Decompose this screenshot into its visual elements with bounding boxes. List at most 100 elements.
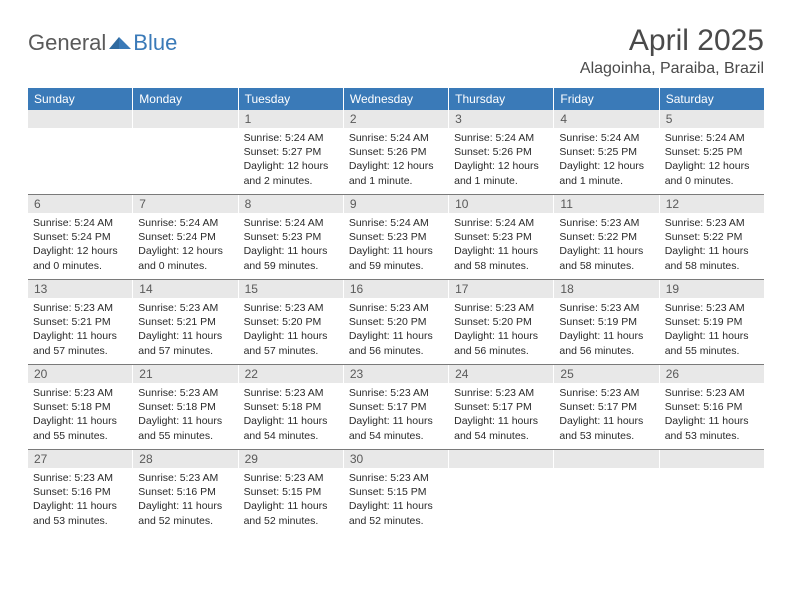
daylight-text: Daylight: 12 hours and 0 minutes. (665, 159, 759, 187)
day-content: Sunrise: 5:23 AMSunset: 5:18 PMDaylight:… (133, 383, 237, 447)
sunset-text: Sunset: 5:26 PM (454, 145, 548, 159)
sunrise-text: Sunrise: 5:24 AM (665, 131, 759, 145)
sunrise-text: Sunrise: 5:24 AM (559, 131, 653, 145)
day-number: 2 (344, 110, 448, 128)
daylight-text: Daylight: 11 hours and 57 minutes. (33, 329, 127, 357)
day-number (133, 110, 237, 128)
calendar: Sunday Monday Tuesday Wednesday Thursday… (28, 88, 764, 534)
header-wednesday: Wednesday (344, 88, 449, 110)
sunset-text: Sunset: 5:16 PM (33, 485, 127, 499)
day-content: Sunrise: 5:23 AMSunset: 5:18 PMDaylight:… (28, 383, 132, 447)
day-content: Sunrise: 5:23 AMSunset: 5:22 PMDaylight:… (554, 213, 658, 277)
day-content: Sunrise: 5:23 AMSunset: 5:19 PMDaylight:… (554, 298, 658, 362)
calendar-cell: 4Sunrise: 5:24 AMSunset: 5:25 PMDaylight… (554, 110, 659, 194)
sunrise-text: Sunrise: 5:24 AM (454, 131, 548, 145)
sunset-text: Sunset: 5:18 PM (33, 400, 127, 414)
sunset-text: Sunset: 5:20 PM (349, 315, 443, 329)
day-content: Sunrise: 5:23 AMSunset: 5:20 PMDaylight:… (344, 298, 448, 362)
day-content: Sunrise: 5:24 AMSunset: 5:24 PMDaylight:… (28, 213, 132, 277)
day-number: 30 (344, 450, 448, 468)
day-content: Sunrise: 5:23 AMSunset: 5:21 PMDaylight:… (28, 298, 132, 362)
header-monday: Monday (133, 88, 238, 110)
sunset-text: Sunset: 5:23 PM (244, 230, 338, 244)
calendar-cell: 11Sunrise: 5:23 AMSunset: 5:22 PMDayligh… (554, 195, 659, 279)
sunset-text: Sunset: 5:21 PM (138, 315, 232, 329)
daylight-text: Daylight: 11 hours and 55 minutes. (665, 329, 759, 357)
calendar-cell (660, 450, 764, 534)
calendar-cell: 6Sunrise: 5:24 AMSunset: 5:24 PMDaylight… (28, 195, 133, 279)
daylight-text: Daylight: 11 hours and 52 minutes. (138, 499, 232, 527)
day-content: Sunrise: 5:23 AMSunset: 5:20 PMDaylight:… (449, 298, 553, 362)
sunset-text: Sunset: 5:26 PM (349, 145, 443, 159)
sunrise-text: Sunrise: 5:23 AM (559, 301, 653, 315)
sunset-text: Sunset: 5:16 PM (138, 485, 232, 499)
sunrise-text: Sunrise: 5:23 AM (244, 386, 338, 400)
logo-text-1: General (28, 30, 106, 56)
day-content: Sunrise: 5:23 AMSunset: 5:18 PMDaylight:… (239, 383, 343, 447)
day-number (449, 450, 553, 468)
day-number: 23 (344, 365, 448, 383)
day-number: 3 (449, 110, 553, 128)
calendar-cell: 1Sunrise: 5:24 AMSunset: 5:27 PMDaylight… (239, 110, 344, 194)
day-number: 12 (660, 195, 764, 213)
daylight-text: Daylight: 12 hours and 0 minutes. (138, 244, 232, 272)
sunrise-text: Sunrise: 5:23 AM (665, 216, 759, 230)
day-number (28, 110, 132, 128)
day-content (660, 468, 764, 475)
sunrise-text: Sunrise: 5:23 AM (33, 471, 127, 485)
calendar-cell: 10Sunrise: 5:24 AMSunset: 5:23 PMDayligh… (449, 195, 554, 279)
daylight-text: Daylight: 11 hours and 54 minutes. (454, 414, 548, 442)
sunrise-text: Sunrise: 5:23 AM (138, 386, 232, 400)
calendar-cell: 3Sunrise: 5:24 AMSunset: 5:26 PMDaylight… (449, 110, 554, 194)
daylight-text: Daylight: 11 hours and 58 minutes. (559, 244, 653, 272)
sunrise-text: Sunrise: 5:23 AM (454, 301, 548, 315)
calendar-cell: 14Sunrise: 5:23 AMSunset: 5:21 PMDayligh… (133, 280, 238, 364)
day-number: 4 (554, 110, 658, 128)
calendar-cell: 26Sunrise: 5:23 AMSunset: 5:16 PMDayligh… (660, 365, 764, 449)
calendar-row: 20Sunrise: 5:23 AMSunset: 5:18 PMDayligh… (28, 364, 764, 449)
calendar-cell: 12Sunrise: 5:23 AMSunset: 5:22 PMDayligh… (660, 195, 764, 279)
calendar-cell: 27Sunrise: 5:23 AMSunset: 5:16 PMDayligh… (28, 450, 133, 534)
header-row: General Blue April 2025 Alagoinha, Parai… (28, 24, 764, 78)
day-number: 29 (239, 450, 343, 468)
daylight-text: Daylight: 11 hours and 57 minutes. (244, 329, 338, 357)
day-content: Sunrise: 5:23 AMSunset: 5:15 PMDaylight:… (344, 468, 448, 532)
calendar-cell: 17Sunrise: 5:23 AMSunset: 5:20 PMDayligh… (449, 280, 554, 364)
day-content: Sunrise: 5:24 AMSunset: 5:26 PMDaylight:… (449, 128, 553, 192)
day-number: 10 (449, 195, 553, 213)
daylight-text: Daylight: 11 hours and 59 minutes. (349, 244, 443, 272)
day-content: Sunrise: 5:24 AMSunset: 5:24 PMDaylight:… (133, 213, 237, 277)
daylight-text: Daylight: 11 hours and 58 minutes. (665, 244, 759, 272)
day-number: 1 (239, 110, 343, 128)
sunrise-text: Sunrise: 5:23 AM (349, 301, 443, 315)
sunset-text: Sunset: 5:24 PM (138, 230, 232, 244)
calendar-row: 1 Sunrise: 5:24 AM Sunset: 5:27 PM Daylight… (28, 110, 764, 194)
sunset-text: Sunset: 5:24 PM (33, 230, 127, 244)
sunrise-text: Sunrise: 5:23 AM (454, 386, 548, 400)
day-content (554, 468, 658, 475)
calendar-cell (133, 110, 238, 194)
daylight-text: Daylight: 12 hours and 1 minute. (349, 159, 443, 187)
calendar-cell: 22Sunrise: 5:23 AMSunset: 5:18 PMDayligh… (239, 365, 344, 449)
day-content: Sunrise: 5:24 AMSunset: 5:25 PMDaylight:… (554, 128, 658, 192)
day-content (133, 128, 237, 135)
day-content: Sunrise: 5:23 AMSunset: 5:16 PMDaylight:… (660, 383, 764, 447)
calendar-cell (554, 450, 659, 534)
sunset-text: Sunset: 5:25 PM (559, 145, 653, 159)
day-number: 19 (660, 280, 764, 298)
calendar-cell: 25Sunrise: 5:23 AMSunset: 5:17 PMDayligh… (554, 365, 659, 449)
sunrise-text: Sunrise: 5:24 AM (454, 216, 548, 230)
sunset-text: Sunset: 5:21 PM (33, 315, 127, 329)
calendar-header-row: Sunday Monday Tuesday Wednesday Thursday… (28, 88, 764, 110)
calendar-page: General Blue April 2025 Alagoinha, Parai… (0, 0, 792, 554)
title-block: April 2025 Alagoinha, Paraiba, Brazil (580, 24, 764, 78)
day-number: 14 (133, 280, 237, 298)
sunset-text: Sunset: 5:27 PM (244, 145, 338, 159)
header-thursday: Thursday (449, 88, 554, 110)
logo-mark-icon (109, 35, 131, 51)
calendar-cell: 15Sunrise: 5:23 AMSunset: 5:20 PMDayligh… (239, 280, 344, 364)
daylight-text: Daylight: 11 hours and 52 minutes. (244, 499, 338, 527)
daylight-text: Daylight: 12 hours and 1 minute. (559, 159, 653, 187)
sunset-text: Sunset: 5:18 PM (244, 400, 338, 414)
calendar-cell: 24Sunrise: 5:23 AMSunset: 5:17 PMDayligh… (449, 365, 554, 449)
